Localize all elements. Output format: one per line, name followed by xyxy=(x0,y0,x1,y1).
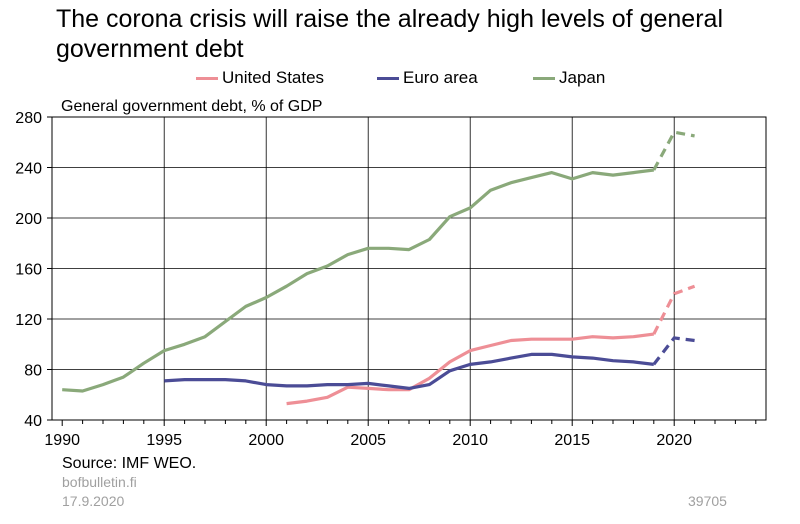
series-line-united-states xyxy=(286,332,655,406)
legend-item-japan: Japan xyxy=(533,68,605,88)
legend: United States Euro area Japan xyxy=(0,68,800,90)
site-name: bofbulletin.fi xyxy=(62,474,137,490)
y-tick-label-120: 120 xyxy=(15,312,42,329)
y-axis-label: General government debt, % of GDP xyxy=(61,98,323,115)
y-tick-label-80: 80 xyxy=(24,363,42,380)
legend-swatch-japan xyxy=(533,76,555,80)
x-tick-label-2010: 2010 xyxy=(452,432,488,449)
legend-item-united-states: United States xyxy=(196,68,324,88)
y-tick-label-200: 200 xyxy=(15,211,42,228)
x-tick-label-1995: 1995 xyxy=(146,432,182,449)
series-forecast-line-euro-area xyxy=(652,336,695,366)
legend-swatch-euro-area xyxy=(377,76,399,80)
y-tick-label-40: 40 xyxy=(24,413,42,430)
x-tick-label-2015: 2015 xyxy=(554,432,590,449)
x-tick-label-1990: 1990 xyxy=(44,432,80,449)
legend-swatch-united-states xyxy=(196,76,218,80)
source-note: Source: IMF WEO. xyxy=(62,455,197,472)
legend-label-euro-area: Euro area xyxy=(403,68,478,87)
legend-item-euro-area: Euro area xyxy=(377,68,478,88)
x-tick-label-2005: 2005 xyxy=(350,432,386,449)
series-line-euro-area xyxy=(164,352,654,390)
publication-date: 17.9.2020 xyxy=(62,493,125,509)
y-tick-label-280: 280 xyxy=(15,110,42,127)
series-forecast-line-united-states xyxy=(652,284,696,335)
x-tick-label-2020: 2020 xyxy=(656,432,692,449)
legend-label-united-states: United States xyxy=(222,68,325,87)
y-tick-label-160: 160 xyxy=(15,262,42,279)
series-line-japan xyxy=(62,168,655,393)
chart-code: 39705 xyxy=(688,493,727,509)
y-tick-label-240: 240 xyxy=(15,161,42,178)
legend-label-japan: Japan xyxy=(559,68,606,87)
chart-title: The corona crisis will raise the already… xyxy=(56,5,723,63)
x-tick-label-2000: 2000 xyxy=(248,432,284,449)
